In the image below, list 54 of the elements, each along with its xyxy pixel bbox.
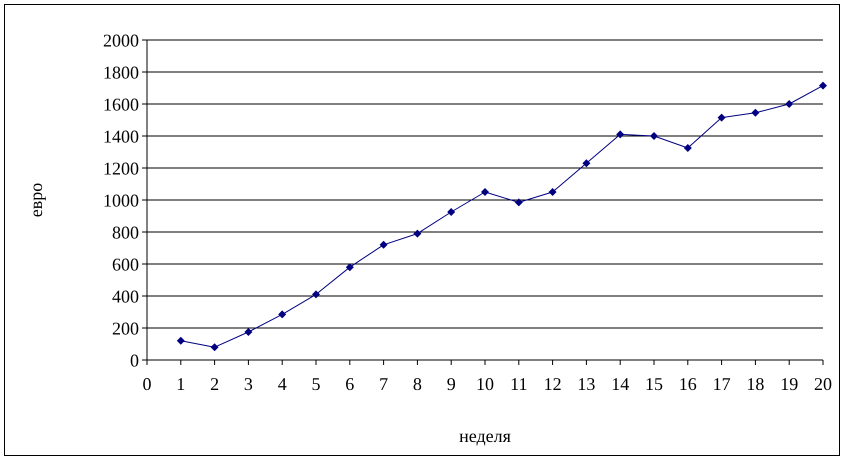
x-tick-label: 20	[814, 374, 832, 394]
y-tick-label: 1600	[103, 94, 139, 114]
y-tick-label: 1200	[103, 158, 139, 178]
x-tick-label: 3	[244, 374, 253, 394]
point	[346, 263, 354, 272]
x-tick-label: 11	[510, 374, 528, 394]
x-tick-label: 10	[476, 374, 494, 394]
y-tick-label: 200	[112, 318, 139, 338]
point	[244, 328, 252, 336]
y-axis-title: евро	[26, 182, 46, 218]
x-tick-label: 1	[176, 374, 186, 394]
y-tick-label: 400	[112, 286, 139, 306]
y-tick-label: 0	[130, 350, 139, 370]
x-tick-label: 6	[345, 374, 354, 394]
y-tick-label: 1400	[103, 126, 139, 146]
x-tick-label: 18	[746, 374, 764, 394]
y-tick-label: 1000	[103, 190, 139, 210]
y-tick-label: 800	[112, 222, 139, 242]
y-tick-label: 600	[112, 254, 139, 274]
point	[210, 343, 219, 352]
x-axis-title: неделя	[459, 426, 511, 446]
y-tick-label: 1800	[103, 62, 139, 82]
x-tick-label: 19	[780, 374, 798, 394]
point	[481, 188, 489, 196]
x-tick-label: 8	[412, 374, 422, 394]
x-tick-label: 14	[611, 374, 630, 394]
point	[278, 310, 286, 318]
x-tick-label: 17	[712, 374, 731, 394]
x-tick-label: 4	[278, 374, 287, 394]
point	[413, 230, 422, 238]
point	[176, 336, 185, 345]
x-tick-label: 16	[678, 374, 697, 394]
point	[380, 240, 388, 249]
point	[616, 130, 624, 138]
point	[650, 132, 658, 140]
x-tick-label: 12	[544, 374, 562, 394]
x-tick-label: 5	[312, 374, 320, 394]
point	[684, 144, 692, 152]
point	[447, 208, 456, 216]
x-tick-label: 13	[577, 374, 596, 394]
point	[582, 159, 590, 168]
point	[819, 82, 827, 90]
y-tick-label: 2000	[103, 30, 139, 50]
x-tick-label: 9	[446, 374, 456, 394]
point	[514, 198, 523, 206]
x-tick-label: 15	[645, 374, 663, 394]
x-tick-label: 7	[379, 374, 388, 394]
point	[785, 100, 794, 108]
point	[312, 290, 320, 298]
x-tick-label: 2	[210, 374, 220, 394]
point	[548, 188, 557, 196]
x-tick-label: 0	[142, 374, 152, 394]
point	[751, 108, 760, 117]
point	[718, 114, 726, 122]
